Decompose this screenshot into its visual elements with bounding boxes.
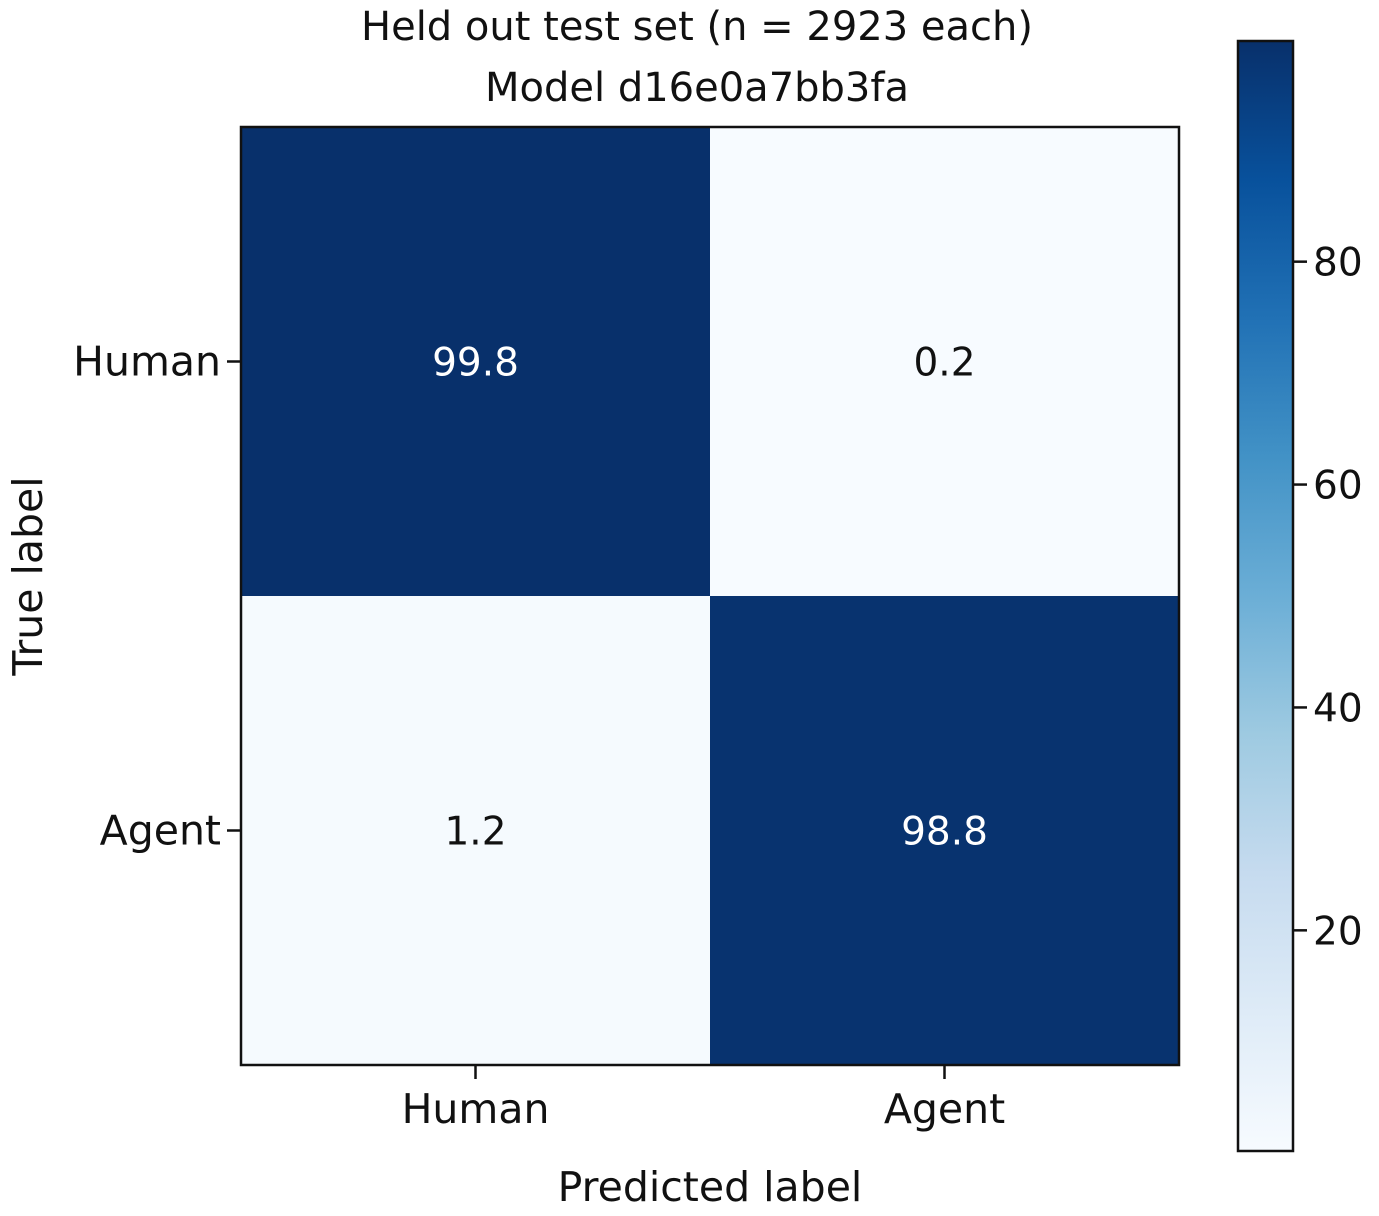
x-tick-label: Agent bbox=[884, 1085, 1005, 1133]
colorbar: 20 40 60 80 bbox=[1236, 39, 1363, 1153]
cell-value-label: 98.8 bbox=[901, 810, 988, 855]
colorbar-tick-label: 40 bbox=[1313, 686, 1363, 731]
chart-subtitle: Model d16e0a7bb3fa bbox=[485, 65, 909, 111]
heatmap-cell bbox=[241, 596, 711, 1066]
x-axis-ticks: Human Agent bbox=[402, 1065, 1005, 1133]
plot-frame bbox=[239, 125, 1181, 1067]
colorbar-tick-label: 60 bbox=[1313, 464, 1363, 509]
y-tick-label: Human bbox=[73, 338, 221, 386]
y-tick-label: Agent bbox=[100, 807, 221, 855]
cell-value-label: 0.2 bbox=[913, 341, 975, 386]
heatmap-cell bbox=[710, 596, 1180, 1066]
y-axis-ticks: Human Agent bbox=[73, 338, 241, 855]
y-axis-label: True label bbox=[4, 476, 52, 676]
x-axis-label: Predicted label bbox=[558, 1163, 863, 1211]
colorbar-tick-label: 80 bbox=[1313, 241, 1363, 286]
cell-value-label: 1.2 bbox=[444, 810, 506, 855]
colorbar-ticks: 20 40 60 80 bbox=[1293, 241, 1363, 954]
chart-title: Held out test set (n = 2923 each) bbox=[361, 4, 1033, 50]
heatmap-cell bbox=[241, 127, 711, 597]
heatmap-cells: 99.8 0.2 1.2 98.8 bbox=[241, 127, 1180, 1066]
x-tick-label: Human bbox=[402, 1085, 550, 1133]
heatmap-cell bbox=[710, 127, 1180, 597]
colorbar-gradient bbox=[1236, 39, 1295, 1153]
colorbar-tick-label: 20 bbox=[1313, 909, 1363, 954]
cell-value-label: 99.8 bbox=[432, 341, 519, 386]
